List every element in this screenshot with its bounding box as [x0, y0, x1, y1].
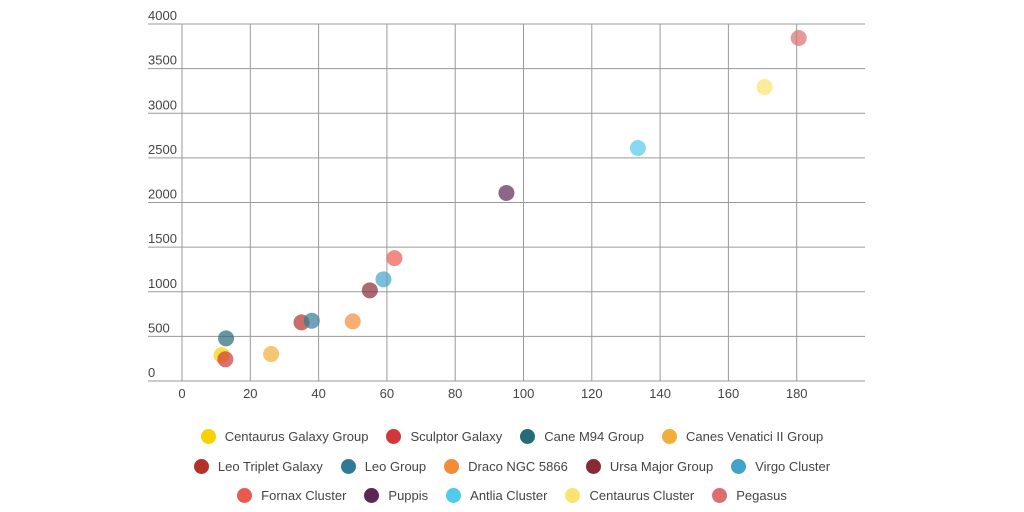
y-tick-label: 3500 — [148, 53, 177, 68]
y-tick-label: 2000 — [148, 187, 177, 202]
x-tick-label: 180 — [786, 386, 808, 401]
x-tick-label: 0 — [178, 386, 185, 401]
y-tick-label: 2500 — [148, 142, 177, 157]
legend-item[interactable]: Virgo Cluster — [731, 458, 831, 474]
legend-item[interactable]: Ursa Major Group — [585, 458, 714, 474]
data-point — [218, 330, 235, 347]
legend-label: Centaurus Cluster — [589, 488, 695, 504]
legend-item[interactable]: Centaurus Galaxy Group — [200, 429, 369, 445]
legend-swatch-icon — [520, 429, 536, 445]
data-point — [344, 313, 361, 330]
y-tick-label: 500 — [148, 320, 170, 335]
legend-swatch-icon — [193, 458, 209, 474]
data-point — [756, 79, 773, 96]
legend: Centaurus Galaxy Group Sculptor Galaxy Can… — [0, 422, 1024, 511]
x-tick-label: 100 — [513, 386, 535, 401]
x-tick-label: 20 — [243, 386, 257, 401]
legend-row: Leo Triplet Galaxy Leo Group Draco NGC 586… — [0, 452, 1024, 482]
y-tick-label: 3000 — [148, 97, 177, 112]
legend-swatch-icon — [340, 458, 356, 474]
legend-row: Fornax Cluster Puppis Antlia Cluster Centau… — [0, 481, 1024, 511]
legend-label: Leo Triplet Galaxy — [217, 458, 323, 474]
data-point — [263, 346, 280, 363]
legend-swatch-icon — [386, 429, 402, 445]
legend-item[interactable]: Canes Venatici II Group — [661, 429, 824, 445]
legend-swatch-icon — [200, 429, 216, 445]
legend-item[interactable]: Fornax Cluster — [237, 488, 347, 504]
data-point — [498, 184, 515, 201]
scatter-chart: 0 500 1000 1500 2000 2500 3000 3500 4000 0 20 40 60 8… — [148, 8, 865, 401]
legend-label: Canes Venatici II Group — [685, 429, 824, 445]
legend-swatch-icon — [446, 488, 462, 504]
legend-label: Virgo Cluster — [755, 458, 831, 474]
x-tick-label: 160 — [718, 386, 740, 401]
legend-swatch-icon — [364, 488, 380, 504]
legend-row: Centaurus Galaxy Group Sculptor Galaxy Can… — [0, 422, 1024, 452]
legend-item[interactable]: Centaurus Cluster — [565, 488, 695, 504]
legend-swatch-icon — [237, 488, 253, 504]
legend-item[interactable]: Draco NGC 5866 — [444, 458, 568, 474]
x-tick-label: 40 — [311, 386, 325, 401]
legend-label: Pegasus — [736, 488, 787, 504]
legend-swatch-icon — [565, 488, 581, 504]
y-tick-label: 1000 — [148, 276, 177, 291]
legend-swatch-icon — [731, 458, 747, 474]
legend-label: Sculptor Galaxy — [410, 429, 503, 445]
data-point — [375, 271, 392, 288]
x-tick-label: 140 — [649, 386, 671, 401]
legend-label: Centaurus Galaxy Group — [224, 429, 369, 445]
legend-item[interactable]: Antlia Cluster — [446, 488, 548, 504]
data-point — [303, 312, 320, 329]
legend-item[interactable]: Pegasus — [712, 488, 787, 504]
x-tick-label: 120 — [581, 386, 603, 401]
legend-swatch-icon — [585, 458, 601, 474]
legend-label: Leo Group — [364, 458, 427, 474]
legend-label: Antlia Cluster — [470, 488, 548, 504]
legend-item[interactable]: Sculptor Galaxy — [386, 429, 503, 445]
legend-label: Draco NGC 5866 — [468, 458, 568, 474]
y-tick-label: 4000 — [148, 8, 177, 23]
legend-item[interactable]: Leo Triplet Galaxy — [193, 458, 323, 474]
legend-label: Cane M94 Group — [544, 429, 644, 445]
data-point — [629, 140, 646, 157]
legend-swatch-icon — [444, 458, 460, 474]
legend-swatch-icon — [712, 488, 728, 504]
legend-item[interactable]: Puppis — [364, 488, 429, 504]
data-point — [386, 250, 403, 267]
legend-item[interactable]: Leo Group — [340, 458, 427, 474]
legend-label: Fornax Cluster — [261, 488, 347, 504]
y-tick-label: 0 — [148, 365, 155, 380]
x-tick-label: 80 — [448, 386, 462, 401]
data-point — [790, 30, 807, 47]
data-point — [217, 351, 234, 368]
legend-item[interactable]: Cane M94 Group — [520, 429, 644, 445]
data-point — [361, 282, 378, 299]
x-tick-label: 60 — [380, 386, 394, 401]
legend-label: Puppis — [388, 488, 429, 504]
legend-swatch-icon — [661, 429, 677, 445]
y-tick-label: 1500 — [148, 231, 177, 246]
legend-label: Ursa Major Group — [609, 458, 714, 474]
